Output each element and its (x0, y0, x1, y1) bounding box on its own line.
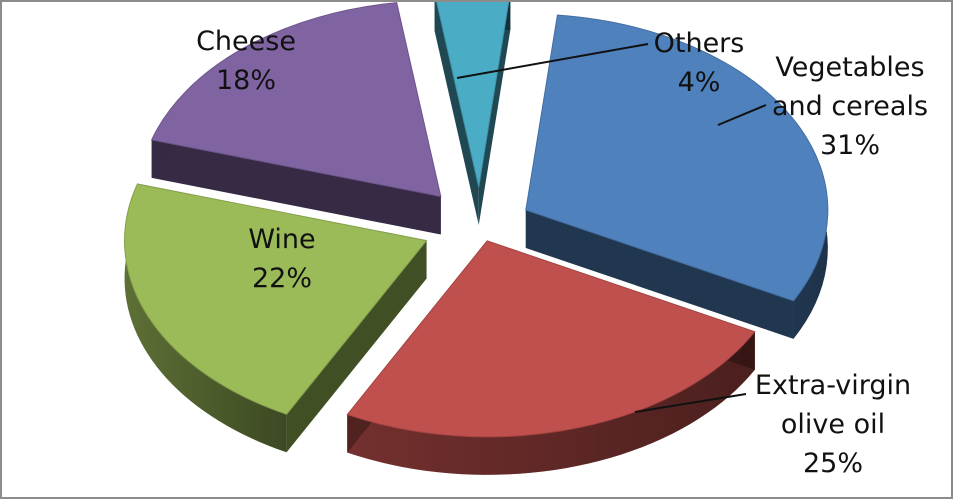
slice-cut-2-0 (286, 240, 427, 453)
data-label-name-2: Wine (248, 224, 315, 255)
pie-slice-wine (124, 183, 428, 415)
leader-line-4 (456, 43, 649, 79)
leader-lines (456, 43, 767, 413)
data-label-value-2: 22% (252, 263, 312, 294)
slice-cut-4-0 (434, 2, 479, 226)
slice-wall-shade-1 (347, 331, 755, 475)
slice-wall-shade-2 (124, 183, 287, 453)
data-label-name-1: olive oil (781, 409, 885, 440)
data-label-value-0: 31% (820, 130, 880, 161)
leader-line-1 (634, 393, 747, 413)
data-label-value-3: 18% (216, 65, 276, 96)
pie-slice-vegetables-and-cereals (525, 14, 829, 302)
data-label-name-4: Others (654, 28, 745, 59)
slice-cut-3-0 (151, 139, 441, 235)
data-labels: Vegetables and cereals 31% Extra-virgin oliv… (196, 26, 928, 479)
slice-tops (124, 2, 829, 438)
pie-slice-extra-virgin-olive-oil (346, 240, 756, 438)
data-label-name-1: Extra-virgin (755, 370, 911, 401)
data-label-name-0: and cereals (772, 91, 928, 122)
data-label-name-3: Cheese (196, 26, 296, 57)
data-label-name-0: Vegetables (775, 52, 924, 83)
data-label-value-1: 25% (803, 448, 863, 479)
leader-line-0 (717, 104, 767, 126)
pie-slice-others (436, 2, 510, 188)
pie-slice-cheese (150, 2, 442, 198)
slice-cut-4-1 (478, 2, 511, 226)
slice-cut-0-1 (525, 210, 794, 339)
data-label-value-4: 4% (678, 67, 721, 98)
